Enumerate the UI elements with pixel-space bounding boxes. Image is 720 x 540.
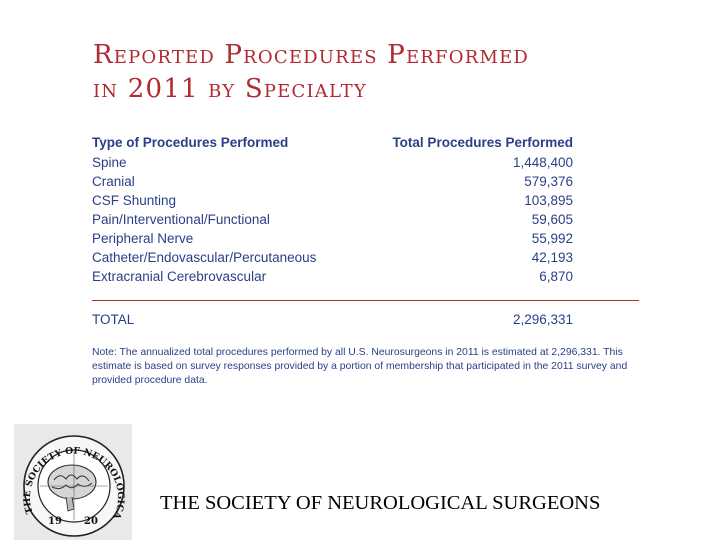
- row-type: CSF Shunting: [92, 193, 177, 208]
- society-seal-logo: THE SOCIETY OF NEUROLOGICAL SURGEONS 19 …: [14, 424, 132, 540]
- row-type: Extracranial Cerebrovascular: [92, 269, 267, 284]
- slide-title: Reported Procedures Performed in 2011 by…: [93, 38, 693, 106]
- footnote-line: provided procedure data.: [92, 375, 208, 386]
- table-row: Cranial 579,376: [92, 172, 639, 191]
- total-divider: [92, 300, 639, 301]
- row-total: 579,376: [524, 174, 573, 189]
- footer-society-name: THE SOCIETY OF NEUROLOGICAL SURGEONS: [160, 492, 601, 514]
- row-type: Cranial: [92, 174, 135, 189]
- row-total: 103,895: [524, 193, 573, 208]
- table-row: Pain/Interventional/Functional 59,605: [92, 210, 639, 229]
- row-total: 55,992: [531, 231, 573, 246]
- row-total: 6,870: [539, 269, 573, 284]
- procedures-table: Type of Procedures Performed Total Proce…: [92, 133, 639, 331]
- total-label: TOTAL: [92, 312, 135, 327]
- row-type: Spine: [92, 155, 127, 170]
- header-type: Type of Procedures Performed: [92, 135, 289, 150]
- table-row: Peripheral Nerve 55,992: [92, 229, 639, 248]
- table-row: Catheter/Endovascular/Percutaneous 42,19…: [92, 248, 639, 267]
- footnote-line: estimate is based on survey responses pr…: [92, 361, 628, 372]
- table-row: Extracranial Cerebrovascular 6,870: [92, 267, 639, 286]
- row-total: 1,448,400: [512, 155, 573, 170]
- row-total: 59,605: [531, 212, 573, 227]
- row-total: 42,193: [531, 250, 573, 265]
- seal-year-right: 20: [84, 516, 98, 527]
- header-total: Total Procedures Performed: [392, 135, 573, 150]
- row-type: Peripheral Nerve: [92, 231, 194, 246]
- table-row: CSF Shunting 103,895: [92, 191, 639, 210]
- table-row: Spine 1,448,400: [92, 153, 639, 172]
- row-type: Pain/Interventional/Functional: [92, 212, 270, 227]
- seal-year-left: 19: [48, 516, 62, 527]
- title-line-2: in 2011 by Specialty: [93, 74, 367, 104]
- table-header: Type of Procedures Performed Total Proce…: [92, 133, 639, 153]
- total-row: TOTAL 2,296,331: [92, 309, 639, 331]
- total-value: 2,296,331: [512, 312, 573, 327]
- footnote: Note: The annualized total procedures pe…: [92, 346, 652, 388]
- row-type: Catheter/Endovascular/Percutaneous: [92, 250, 317, 265]
- title-line-1: Reported Procedures Performed: [93, 40, 530, 70]
- footnote-line: Note: The annualized total procedures pe…: [92, 347, 623, 358]
